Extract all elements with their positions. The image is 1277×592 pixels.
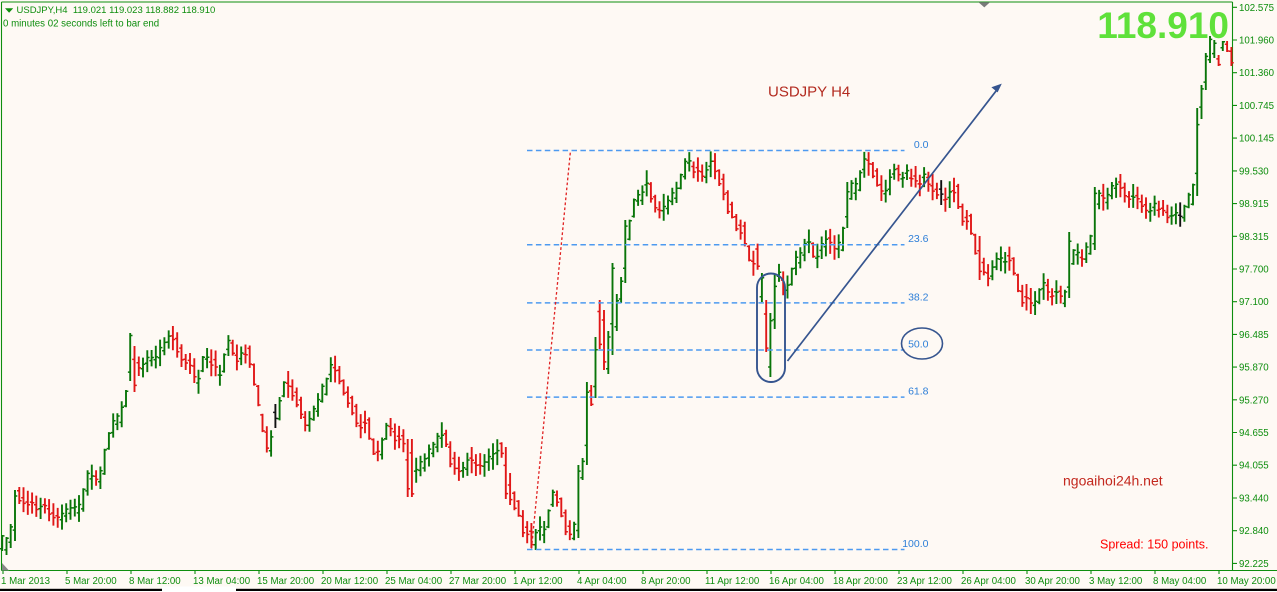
svg-text:10 May 20:00: 10 May 20:00 <box>1217 576 1276 587</box>
svg-text:USDJPY H4: USDJPY H4 <box>768 84 850 101</box>
svg-text:8 Apr 20:00: 8 Apr 20:00 <box>641 576 691 587</box>
svg-text:8 Mar 12:00: 8 Mar 12:00 <box>129 576 181 587</box>
svg-text:95.870: 95.870 <box>1239 363 1269 374</box>
svg-text:3 May 12:00: 3 May 12:00 <box>1089 576 1143 587</box>
svg-text:96.485: 96.485 <box>1239 330 1269 341</box>
svg-text:20 Mar 12:00: 20 Mar 12:00 <box>321 576 379 587</box>
svg-text:13 Mar 04:00: 13 Mar 04:00 <box>193 576 251 587</box>
svg-text:102.575: 102.575 <box>1239 3 1274 14</box>
svg-text:92.840: 92.840 <box>1239 526 1269 537</box>
svg-text:92.225: 92.225 <box>1239 559 1269 570</box>
svg-text:50.0: 50.0 <box>908 339 929 351</box>
svg-text:1 Mar 2013: 1 Mar 2013 <box>1 576 50 587</box>
svg-text:23.6: 23.6 <box>908 233 929 245</box>
svg-text:94.655: 94.655 <box>1239 428 1269 439</box>
svg-text:38.2: 38.2 <box>908 291 929 303</box>
svg-text:100.145: 100.145 <box>1239 134 1274 145</box>
svg-text:Spread: 150 points.: Spread: 150 points. <box>1100 538 1208 552</box>
svg-text:97.100: 97.100 <box>1239 297 1269 308</box>
svg-text:USDJPY,H4 119.021 119.023 118: USDJPY,H4 119.021 119.023 118.882 118.91… <box>17 5 216 16</box>
svg-text:61.8: 61.8 <box>908 386 929 398</box>
svg-text:101.960: 101.960 <box>1239 36 1275 47</box>
svg-text:100.745: 100.745 <box>1239 101 1274 112</box>
svg-text:8 May 04:00: 8 May 04:00 <box>1153 576 1207 587</box>
svg-text:15 Mar 20:00: 15 Mar 20:00 <box>257 576 315 587</box>
svg-text:30 Apr 20:00: 30 Apr 20:00 <box>1025 576 1081 587</box>
svg-text:18 Apr 20:00: 18 Apr 20:00 <box>833 576 889 587</box>
svg-text:98.915: 98.915 <box>1239 199 1269 210</box>
svg-text:100.0: 100.0 <box>902 538 928 550</box>
svg-text:101.360: 101.360 <box>1239 68 1275 79</box>
svg-text:27 Mar 20:00: 27 Mar 20:00 <box>449 576 507 587</box>
svg-text:118.910: 118.910 <box>1097 5 1229 46</box>
svg-text:5 Mar 20:00: 5 Mar 20:00 <box>65 576 117 587</box>
svg-text:16 Apr 04:00: 16 Apr 04:00 <box>769 576 825 587</box>
svg-text:4 Apr 04:00: 4 Apr 04:00 <box>577 576 627 587</box>
svg-text:98.315: 98.315 <box>1239 232 1269 243</box>
svg-text:93.440: 93.440 <box>1239 494 1269 505</box>
svg-text:23 Apr 12:00: 23 Apr 12:00 <box>897 576 953 587</box>
svg-text:26 Apr 04:00: 26 Apr 04:00 <box>961 576 1017 587</box>
svg-text:99.530: 99.530 <box>1239 166 1269 177</box>
svg-text:95.270: 95.270 <box>1239 395 1269 406</box>
svg-text:94.055: 94.055 <box>1239 461 1269 472</box>
svg-text:25 Mar 04:00: 25 Mar 04:00 <box>385 576 443 587</box>
svg-text:11 Apr 12:00: 11 Apr 12:00 <box>705 576 760 587</box>
svg-text:0.0: 0.0 <box>914 139 929 151</box>
svg-text:1 Apr 12:00: 1 Apr 12:00 <box>513 576 563 587</box>
svg-text:ngoaihoi24h.net: ngoaihoi24h.net <box>1063 473 1163 489</box>
svg-text:0 minutes 02 seconds left to b: 0 minutes 02 seconds left to bar end <box>3 19 159 30</box>
svg-text:97.700: 97.700 <box>1239 265 1269 276</box>
